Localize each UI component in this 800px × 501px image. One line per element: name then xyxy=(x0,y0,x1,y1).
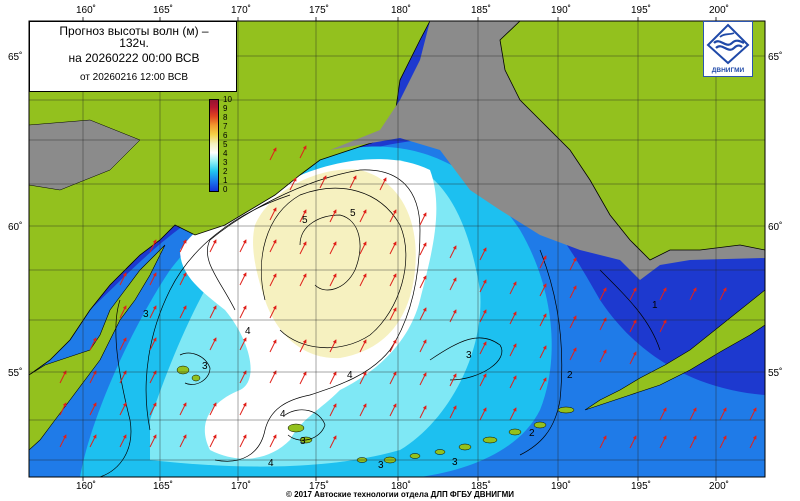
lon-label: 175˚ xyxy=(309,4,329,16)
logo-text: ДВНИГМИ xyxy=(711,67,745,74)
contour-label: 5 xyxy=(350,208,356,219)
lon-label: 160˚ xyxy=(76,480,96,492)
colorbar-label: 9 xyxy=(223,104,228,113)
colorbar-label: 6 xyxy=(223,131,228,140)
lat-label: 65˚ xyxy=(768,51,782,63)
lon-label: 175˚ xyxy=(309,480,329,492)
contour-label: 3 xyxy=(300,436,306,447)
lat-label: 55˚ xyxy=(768,367,782,379)
contour-label: 4 xyxy=(268,458,274,469)
lon-label: 165˚ xyxy=(153,480,173,492)
forecast-title: Прогноз высоты волн (м) – 132ч. xyxy=(30,25,238,49)
colorbar-label: 4 xyxy=(223,149,228,158)
dvnigmi-logo: ДВНИГМИ xyxy=(703,21,753,77)
contour-label: 3 xyxy=(452,457,458,468)
lon-label: 180˚ xyxy=(391,480,411,492)
latitude-labels: 65˚ 60˚ 55˚ 65˚ 60˚ 55˚ xyxy=(8,51,782,379)
contour-label: 3 xyxy=(378,460,384,471)
contour-label: 3 xyxy=(466,350,472,361)
contour-label: 4 xyxy=(245,326,251,337)
contour-label: 1 xyxy=(652,300,658,311)
ice-region-west xyxy=(29,119,141,191)
colorbar-label: 10 xyxy=(223,95,232,104)
lon-label: 190˚ xyxy=(551,4,571,16)
lon-label: 170˚ xyxy=(231,480,251,492)
colorbar-label: 1 xyxy=(223,176,228,185)
alaska-peninsula xyxy=(584,289,765,411)
colorbar-label: 8 xyxy=(223,113,228,122)
forecast-lead-time: 132ч. xyxy=(119,36,149,50)
colorbar-label: 2 xyxy=(223,167,228,176)
contour-label: 5 xyxy=(302,215,308,226)
contour-label: 2 xyxy=(529,428,535,439)
lat-label: 60˚ xyxy=(8,221,22,233)
forecast-info-box: Прогноз высоты волн (м) – 132ч. на 20260… xyxy=(29,21,237,92)
wave-height-colorbar xyxy=(209,99,219,192)
lat-label: 55˚ xyxy=(8,367,22,379)
map-area: 5 5 4 4 4 3 3 3 3 3 3 2 2 1 4 xyxy=(29,21,765,477)
forecast-valid-time: на 20260222 00:00 ВСВ xyxy=(68,51,200,65)
map-border xyxy=(28,20,766,478)
colorbar-label: 0 xyxy=(223,185,228,194)
tick-marks xyxy=(82,17,717,481)
alaska-land xyxy=(499,21,765,261)
contour-label: 3 xyxy=(143,309,149,320)
sea-high-wave-zone xyxy=(253,169,416,359)
lat-label: 65˚ xyxy=(8,51,22,63)
lon-label: 195˚ xyxy=(631,480,651,492)
lon-label: 200˚ xyxy=(709,4,729,16)
copyright-text: © 2017 Автоские технологии отдела ДЛП ФГ… xyxy=(286,490,514,499)
contour-label: 2 xyxy=(567,370,573,381)
lon-label: 195˚ xyxy=(631,4,651,16)
lon-label: 190˚ xyxy=(551,480,571,492)
lon-label: 165˚ xyxy=(153,4,173,16)
lon-label: 200˚ xyxy=(709,480,729,492)
lon-label: 180˚ xyxy=(391,4,411,16)
contour-label: 4 xyxy=(347,370,353,381)
contour-labels: 5 5 4 4 4 3 3 3 3 3 3 2 2 1 4 xyxy=(143,208,658,471)
contour-label: 3 xyxy=(202,361,208,372)
top-longitude-labels: 160˚ 165˚ 170˚ 175˚ 180˚ 185˚ 190˚ 195˚ … xyxy=(76,4,729,16)
lat-label: 60˚ xyxy=(768,221,782,233)
bottom-longitude-labels: 160˚ 165˚ 170˚ 175˚ 180˚ 185˚ 190˚ 195˚ … xyxy=(76,480,729,492)
lon-label: 185˚ xyxy=(471,480,491,492)
lon-label: 160˚ xyxy=(76,4,96,16)
lon-label: 170˚ xyxy=(231,4,251,16)
lon-label: 185˚ xyxy=(471,4,491,16)
colorbar-label: 7 xyxy=(223,122,228,131)
colorbar-label: 3 xyxy=(223,158,228,167)
forecast-issue-time: от 20260216 12:00 ВСВ xyxy=(79,72,188,83)
forecast-title-line1: Прогноз высоты волн (м) – xyxy=(59,24,209,38)
wave-contours xyxy=(99,169,661,477)
contour-label: 4 xyxy=(280,409,286,420)
colorbar-label: 5 xyxy=(223,140,228,149)
dvnigmi-wave-logo-icon xyxy=(706,23,750,65)
